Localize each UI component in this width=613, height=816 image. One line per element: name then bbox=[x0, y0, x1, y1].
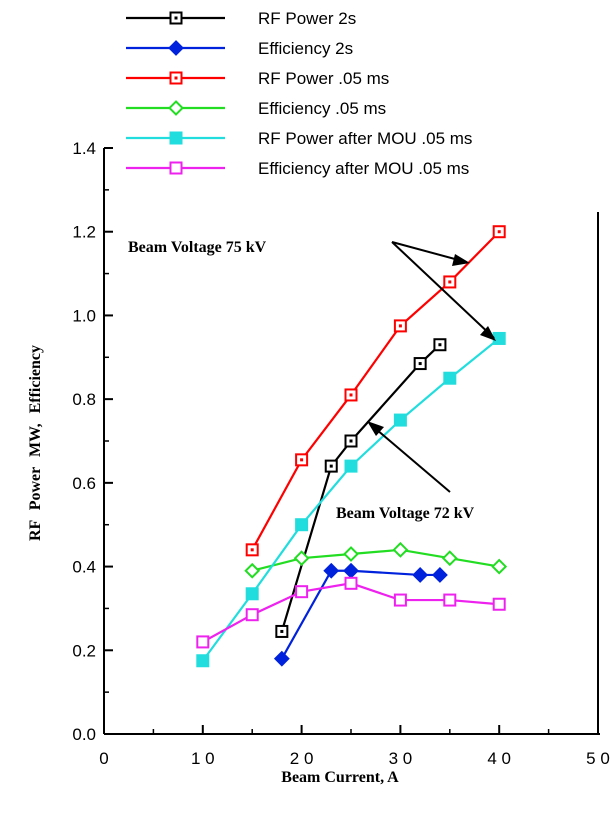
x-tick-label: 0 bbox=[99, 749, 108, 768]
data-point bbox=[343, 546, 359, 562]
data-point bbox=[245, 608, 259, 622]
data-point bbox=[344, 459, 358, 473]
data-point bbox=[323, 562, 340, 579]
y-tick-label: 1.0 bbox=[72, 306, 96, 325]
arrow-75kv-upper bbox=[391, 241, 467, 263]
legend-label: Efficiency 2s bbox=[258, 39, 353, 58]
data-point bbox=[492, 597, 506, 611]
arrowhead-72kv bbox=[367, 421, 384, 436]
data-point bbox=[244, 562, 261, 579]
legend-entry: Efficiency 2s bbox=[126, 39, 353, 58]
data-point bbox=[344, 576, 358, 590]
data-point-dot bbox=[497, 230, 501, 234]
data-point-dot bbox=[280, 629, 284, 633]
legend-marker-dot bbox=[174, 76, 178, 80]
data-point bbox=[196, 654, 210, 668]
annotations: Beam Voltage 75 kV Beam Voltage 72 kV bbox=[128, 239, 496, 522]
legend-marker bbox=[168, 40, 184, 56]
data-point-dot bbox=[349, 393, 353, 397]
data-point-dot bbox=[438, 343, 442, 347]
legend-label: RF Power 2s bbox=[258, 9, 356, 28]
legend: RF Power 2s Efficiency 2s RF Power .05 ms E… bbox=[126, 9, 472, 178]
legend-entry: Efficiency after MOU .05 ms bbox=[126, 159, 469, 178]
series-1 bbox=[275, 338, 447, 638]
x-tick-label: 1 0 bbox=[191, 749, 215, 768]
data-point bbox=[245, 587, 259, 601]
legend-entry: RF Power 2s bbox=[126, 9, 356, 28]
data-point bbox=[273, 650, 290, 667]
y-tick-label: 0.6 bbox=[72, 474, 96, 493]
data-point-dot bbox=[448, 280, 452, 284]
annotation-72kv: Beam Voltage 72 kV bbox=[336, 505, 475, 522]
x-tick-label: 2 0 bbox=[290, 749, 314, 768]
series-2 bbox=[273, 562, 448, 667]
data-point-dot bbox=[250, 548, 254, 552]
legend-label: Efficiency .05 ms bbox=[258, 99, 386, 118]
legend-marker bbox=[169, 131, 183, 145]
data-point bbox=[432, 567, 448, 583]
legend-entry: RF Power after MOU .05 ms bbox=[126, 129, 472, 148]
annotation-75kv: Beam Voltage 75 kV bbox=[128, 239, 267, 256]
y-axis-label: RF Power MW, Efficiency bbox=[27, 345, 44, 541]
legend-label: RF Power .05 ms bbox=[258, 69, 389, 88]
series-line bbox=[251, 230, 500, 551]
x-tick-label: 4 0 bbox=[487, 749, 511, 768]
data-point bbox=[295, 585, 309, 599]
x-tick-label: 3 0 bbox=[389, 749, 413, 768]
legend-marker bbox=[168, 100, 184, 116]
data-point-dot bbox=[329, 464, 333, 468]
data-point bbox=[491, 558, 508, 575]
x-ticks: 0 1 0 2 0 3 0 4 0 5 0 bbox=[99, 725, 610, 768]
y-tick-label: 1.2 bbox=[72, 223, 96, 242]
data-point bbox=[295, 518, 309, 532]
series-line bbox=[280, 569, 440, 660]
series-4 bbox=[244, 541, 508, 579]
data-point bbox=[441, 550, 458, 567]
series-line bbox=[251, 548, 500, 572]
data-point bbox=[393, 593, 407, 607]
data-point bbox=[392, 541, 409, 558]
arrowhead-75kv-upper bbox=[452, 254, 470, 266]
data-point-dot bbox=[349, 439, 353, 443]
data-point-dot bbox=[398, 324, 402, 328]
data-point-dot bbox=[300, 458, 304, 462]
arrowhead-75kv-lower bbox=[480, 326, 496, 341]
arrow-75kv-lower bbox=[391, 241, 495, 339]
data-point bbox=[412, 567, 429, 583]
data-point bbox=[393, 413, 407, 427]
data-point bbox=[443, 593, 457, 607]
data-point-dot bbox=[418, 362, 422, 366]
y-ticks: 0.0 0.2 0.4 0.6 0.8 1.0 1.2 1.4 bbox=[72, 139, 113, 744]
legend-label: Efficiency after MOU .05 ms bbox=[258, 159, 469, 178]
data-point bbox=[343, 562, 359, 579]
series-5 bbox=[196, 331, 506, 668]
series-layer bbox=[196, 225, 508, 668]
y-tick-label: 0.8 bbox=[72, 390, 96, 409]
arrow-72kv bbox=[369, 423, 451, 493]
data-point bbox=[492, 331, 506, 345]
x-axis-label: Beam Current, A bbox=[281, 769, 399, 786]
plot-area: 0.0 0.2 0.4 0.6 0.8 1.0 1.2 1.4 0 1 0 2 0 3 0 4 0 5 … bbox=[72, 139, 609, 768]
legend-entry: RF Power .05 ms bbox=[126, 69, 389, 88]
legend-marker-dot bbox=[174, 16, 178, 20]
series-6 bbox=[196, 576, 506, 649]
data-point bbox=[443, 371, 457, 385]
y-tick-label: 1.4 bbox=[72, 139, 96, 158]
legend-marker bbox=[169, 161, 183, 175]
series-3 bbox=[245, 225, 506, 557]
y-tick-label: 0.4 bbox=[72, 558, 96, 577]
y-tick-label: 0.2 bbox=[72, 641, 96, 660]
x-tick-label: 5 0 bbox=[586, 749, 610, 768]
data-point bbox=[196, 635, 210, 649]
data-point bbox=[293, 550, 310, 567]
legend-entry: Efficiency .05 ms bbox=[126, 99, 386, 118]
y-tick-label: 0.0 bbox=[72, 725, 96, 744]
legend-label: RF Power after MOU .05 ms bbox=[258, 129, 472, 148]
